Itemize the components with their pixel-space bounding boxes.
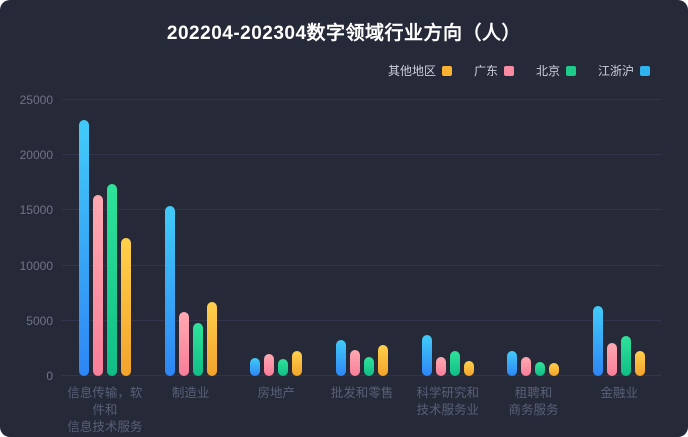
chart-title: 202204-202304数字领域行业方向（人） <box>166 23 522 44</box>
bar-其他地区[interactable] <box>463 360 474 376</box>
x-axis-labels: 信息传输，软件和信息技术服务业制造业房地产批发和零售科学研究和技术服务业租聘和商… <box>62 385 662 437</box>
x-label-line: 租聘和 <box>514 386 553 400</box>
bar-江浙沪[interactable] <box>164 205 175 376</box>
y-axis-tick-label: 20000 <box>19 148 53 163</box>
bar-其他地区[interactable] <box>206 302 217 376</box>
y-axis-tick-label: 0 <box>46 369 53 383</box>
x-label-line: 信息传输，软件和 <box>67 386 143 417</box>
x-label-line: 制造业 <box>171 386 210 400</box>
bar-其他地区[interactable] <box>120 238 131 376</box>
bar-group <box>148 100 234 376</box>
plot-area: 0 5000 10000 15000 20000 25000 <box>20 93 662 383</box>
bar-江浙沪[interactable] <box>593 306 604 376</box>
x-axis-category-label: 信息传输，软件和信息技术服务业 <box>62 385 148 437</box>
legend-label: 其他地区 <box>387 64 436 78</box>
legend-swatch-icon <box>503 65 514 76</box>
legend-swatch-icon <box>640 65 650 76</box>
bar-group <box>62 100 148 376</box>
bar-group <box>233 100 319 376</box>
bar-group <box>576 100 662 376</box>
bar-江浙沪[interactable] <box>78 119 89 376</box>
legend-label: 江浙沪 <box>597 64 634 78</box>
legend-label: 北京 <box>535 64 560 78</box>
bar-广东[interactable] <box>350 349 361 376</box>
bar-其他地区[interactable] <box>549 362 560 376</box>
bar-北京[interactable] <box>535 361 546 376</box>
legend-item-江浙沪[interactable]: 江浙沪 <box>598 62 650 79</box>
gridline <box>62 375 662 376</box>
x-axis-category-label: 租聘和 商务服务 <box>491 385 577 437</box>
bar-广东[interactable] <box>435 357 446 376</box>
bar-广东[interactable] <box>178 311 189 376</box>
x-axis-category-label: 科学研究和技术服务业 <box>405 385 491 437</box>
bar-北京[interactable] <box>364 357 375 376</box>
bar-group <box>405 100 491 376</box>
bar-其他地区[interactable] <box>635 350 646 376</box>
y-axis-tick-label: 10000 <box>19 258 53 273</box>
bar-广东[interactable] <box>264 353 275 376</box>
y-axis-tick-label: 15000 <box>19 203 53 218</box>
x-axis-category-label: 金融业 <box>576 385 662 437</box>
gridline <box>62 264 662 266</box>
bar-广东[interactable] <box>92 194 103 376</box>
x-label-line: 批发和零售 <box>330 386 394 400</box>
bar-其他地区[interactable] <box>292 350 303 376</box>
legend-swatch-icon <box>565 65 576 76</box>
bar-group <box>319 100 405 376</box>
x-axis-category-label: 批发和零售 <box>319 385 405 437</box>
x-label-line: 技术服务业 <box>416 402 479 417</box>
bar-北京[interactable] <box>278 359 289 376</box>
x-label-line: 金融业 <box>600 386 638 400</box>
bar-group <box>491 100 577 376</box>
bar-groups <box>62 100 662 376</box>
bar-北京[interactable] <box>192 323 203 376</box>
bar-江浙沪[interactable] <box>336 339 347 376</box>
x-label-line: 房地产 <box>257 386 296 400</box>
bar-江浙沪[interactable] <box>507 350 518 376</box>
bar-北京[interactable] <box>621 336 632 376</box>
y-axis-tick-label: 25000 <box>19 93 53 107</box>
bar-北京[interactable] <box>449 350 460 376</box>
x-axis-category-label: 房地产 <box>233 385 319 437</box>
legend-item-广东[interactable]: 广东 <box>474 62 514 79</box>
gridline <box>62 154 662 156</box>
gridline <box>62 209 662 211</box>
legend-item-其他地区[interactable]: 其他地区 <box>388 62 452 79</box>
legend-label: 广东 <box>473 64 498 78</box>
bar-其他地区[interactable] <box>378 345 389 376</box>
bar-北京[interactable] <box>106 183 117 376</box>
gridline <box>62 99 662 100</box>
gridline <box>62 319 662 321</box>
x-label-line: 信息技术服务业 <box>67 419 143 437</box>
bar-江浙沪[interactable] <box>250 358 261 376</box>
x-label-line: 科学研究和 <box>416 386 479 400</box>
bar-广东[interactable] <box>607 342 618 376</box>
y-axis-tick-label: 5000 <box>26 313 53 328</box>
legend-swatch-icon <box>441 65 452 76</box>
bar-江浙沪[interactable] <box>421 335 432 376</box>
x-label-line: 商务服务 <box>508 402 559 417</box>
x-axis-category-label: 制造业 <box>148 385 234 437</box>
legend: 其他地区 广东 北京 江浙沪 <box>388 62 650 79</box>
bar-广东[interactable] <box>521 357 532 376</box>
legend-item-北京[interactable]: 北京 <box>536 62 576 79</box>
